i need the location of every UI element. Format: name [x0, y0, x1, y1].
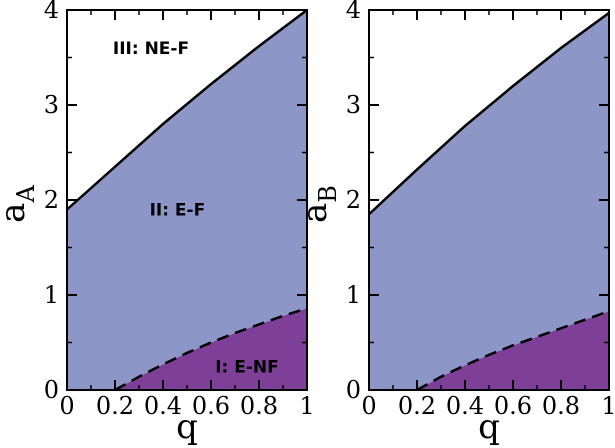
y-tick-label: 2	[44, 186, 59, 214]
y-axis-label: aA	[0, 185, 40, 223]
x-tick-label: 0.4	[446, 392, 484, 420]
region-i-fill	[417, 311, 609, 390]
y-tick-label: 4	[346, 0, 361, 24]
y-tick-label: 0	[44, 376, 59, 404]
y-tick-label: 3	[346, 91, 361, 119]
y-tick-label: 1	[346, 281, 361, 309]
y-axis-label-base: a	[0, 203, 33, 223]
region-i-fill	[115, 308, 307, 390]
x-tick-label: 1	[601, 392, 615, 420]
x-tick-label: 0	[59, 392, 74, 420]
y-tick-label: 1	[44, 281, 59, 309]
x-tick-label: 0.2	[96, 392, 134, 420]
y-tick-label: 2	[346, 186, 361, 214]
x-tick-label: 1	[299, 392, 314, 420]
panel-b: 0 0.2 0.4 0.6 0.8 1 0 1 2 3 4 q aB	[295, 0, 615, 447]
x-tick-label: 0.8	[542, 392, 580, 420]
y-axis-label-subscript: B	[314, 185, 342, 203]
y-tick-label: 3	[44, 91, 59, 119]
panel-a: 0 0.2 0.4 0.6 0.8 1 0 1 2 3 4 q aA III: NE-F II: E-F I:…	[0, 0, 315, 447]
upper-boundary-line	[66, 9, 308, 211]
region-label: III: NE-F	[113, 39, 189, 59]
x-tick-label: 0.6	[192, 392, 230, 420]
upper-boundary-line	[368, 11, 610, 216]
region-label: I: E-NF	[215, 357, 279, 377]
x-axis-label: q	[478, 407, 500, 447]
lower-boundary-line	[114, 307, 308, 392]
y-axis-label-subscript: A	[12, 185, 40, 204]
y-axis-label-base: a	[295, 203, 335, 223]
x-tick-label: 0.6	[494, 392, 532, 420]
y-tick-label: 0	[346, 376, 361, 404]
x-tick-label: 0.4	[144, 392, 182, 420]
x-tick-label: 0.8	[240, 392, 278, 420]
x-tick-label: 0	[361, 392, 376, 420]
x-tick-label: 0.2	[398, 392, 436, 420]
region-label: II: E-F	[150, 201, 206, 221]
region-ii-fill	[369, 12, 609, 390]
region-ii-fill	[67, 10, 307, 390]
y-tick-label: 4	[44, 0, 59, 24]
x-axis-label: q	[176, 407, 198, 447]
y-axis-label: aB	[295, 185, 342, 223]
lower-boundary-line	[416, 309, 610, 392]
